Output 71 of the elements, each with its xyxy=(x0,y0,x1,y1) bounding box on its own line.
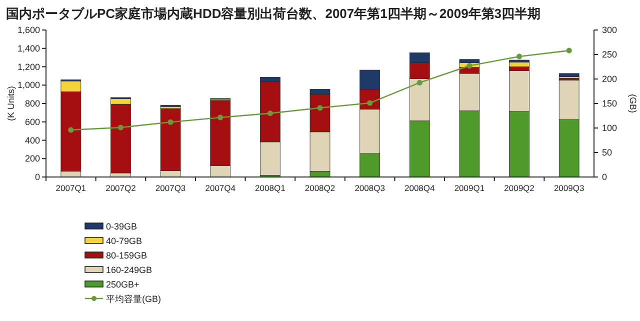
legend-label: 0-39GB xyxy=(106,222,138,232)
bar xyxy=(260,82,280,142)
x-tick-label: 2007Q3 xyxy=(155,183,186,193)
y2-tick-label: 250 xyxy=(602,50,618,60)
x-tick-label: 2009Q3 xyxy=(554,183,584,193)
y-tick-label: 800 xyxy=(24,98,40,108)
point xyxy=(367,100,373,106)
y-tick-label: 0 xyxy=(34,172,40,182)
bar xyxy=(360,108,380,154)
bar xyxy=(509,70,530,112)
bar xyxy=(110,98,131,104)
bar xyxy=(558,80,580,120)
y-tick-label: 600 xyxy=(24,116,40,127)
x-tick-label: 2009Q1 xyxy=(454,183,485,193)
bar xyxy=(360,70,380,90)
y-tick-label: 1,400 xyxy=(17,43,40,54)
point xyxy=(118,124,124,130)
point xyxy=(416,80,422,86)
x-tick-label: 2007Q4 xyxy=(205,183,236,193)
legend-label: 250GB+ xyxy=(106,280,140,290)
chart-title: 国内ポータブルPC家庭市場内蔵HDD容量別出荷台数、2007年第1四半期～2009年第3四半期 xyxy=(6,6,541,21)
bar xyxy=(210,100,231,166)
y-tick-label: 1,200 xyxy=(17,62,40,72)
legend-label: 160-249GB xyxy=(106,265,152,275)
point xyxy=(317,105,323,111)
bar xyxy=(310,94,330,132)
bar xyxy=(310,88,330,94)
y2-tick-label: 200 xyxy=(602,74,618,84)
bar xyxy=(60,80,82,92)
bar xyxy=(509,66,530,71)
bar xyxy=(160,108,181,171)
x-tick-label: 2008Q1 xyxy=(255,183,286,193)
y2-tick-label: 300 xyxy=(602,25,618,35)
y2-tick-label: 50 xyxy=(602,148,612,158)
point xyxy=(466,62,472,69)
bar xyxy=(260,77,280,82)
bar xyxy=(409,78,430,122)
x-tick-label: 2007Q1 xyxy=(56,183,86,193)
x-tick-label: 2007Q2 xyxy=(106,183,136,193)
x-tick-label: 2008Q2 xyxy=(304,183,336,193)
bar xyxy=(459,59,480,63)
y2-tick-label: 100 xyxy=(602,123,618,133)
legend-label: 平均容量(GB) xyxy=(106,294,161,304)
bar xyxy=(509,60,530,62)
point xyxy=(218,114,224,120)
bar xyxy=(558,73,580,77)
bar xyxy=(60,92,82,172)
x-tick-label: 2008Q3 xyxy=(354,183,386,193)
bar xyxy=(409,52,430,63)
y-tick-label: 1,600 xyxy=(17,25,40,35)
point xyxy=(566,48,572,54)
y2-tick-label: 150 xyxy=(602,98,618,108)
bar xyxy=(459,67,480,74)
y2-tick-label: 0 xyxy=(602,172,608,182)
y-tick-label: 200 xyxy=(24,154,40,164)
x-tick-label: 2008Q4 xyxy=(404,183,436,193)
y-axis-title: (K Units) xyxy=(6,86,16,122)
y2-axis-title: (GB) xyxy=(628,94,638,113)
point xyxy=(267,110,273,116)
bar xyxy=(310,132,330,172)
x-tick-label: 2009Q2 xyxy=(504,183,535,193)
y-tick-label: 400 xyxy=(24,135,40,146)
point xyxy=(68,127,74,133)
y-tick-label: 1,000 xyxy=(17,80,40,90)
bar xyxy=(409,62,430,79)
point xyxy=(516,54,522,60)
bar xyxy=(459,73,480,112)
legend-label: 40-79GB xyxy=(106,236,142,246)
bar xyxy=(110,104,131,174)
legend-label: 80-159GB xyxy=(106,250,148,260)
point xyxy=(168,119,174,125)
